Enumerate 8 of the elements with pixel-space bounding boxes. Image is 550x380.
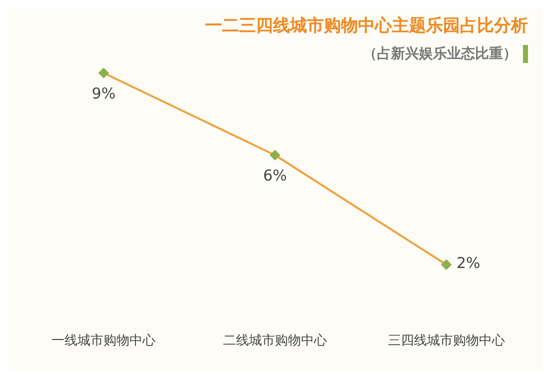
- chart-title: 一二三四线城市购物中心主题乐园占比分析: [204, 15, 529, 37]
- x-tick-label: 一线城市购物中心: [52, 332, 156, 349]
- data-label: 9%: [92, 84, 116, 102]
- data-label: 2%: [456, 254, 480, 272]
- data-label: 6%: [263, 166, 287, 185]
- x-tick-label: 三四线城市购物中心: [388, 332, 505, 349]
- x-tick-label: 二线城市购物中心: [223, 332, 327, 349]
- chart-subtitle: （占新兴娱乐业态比重）: [363, 45, 517, 63]
